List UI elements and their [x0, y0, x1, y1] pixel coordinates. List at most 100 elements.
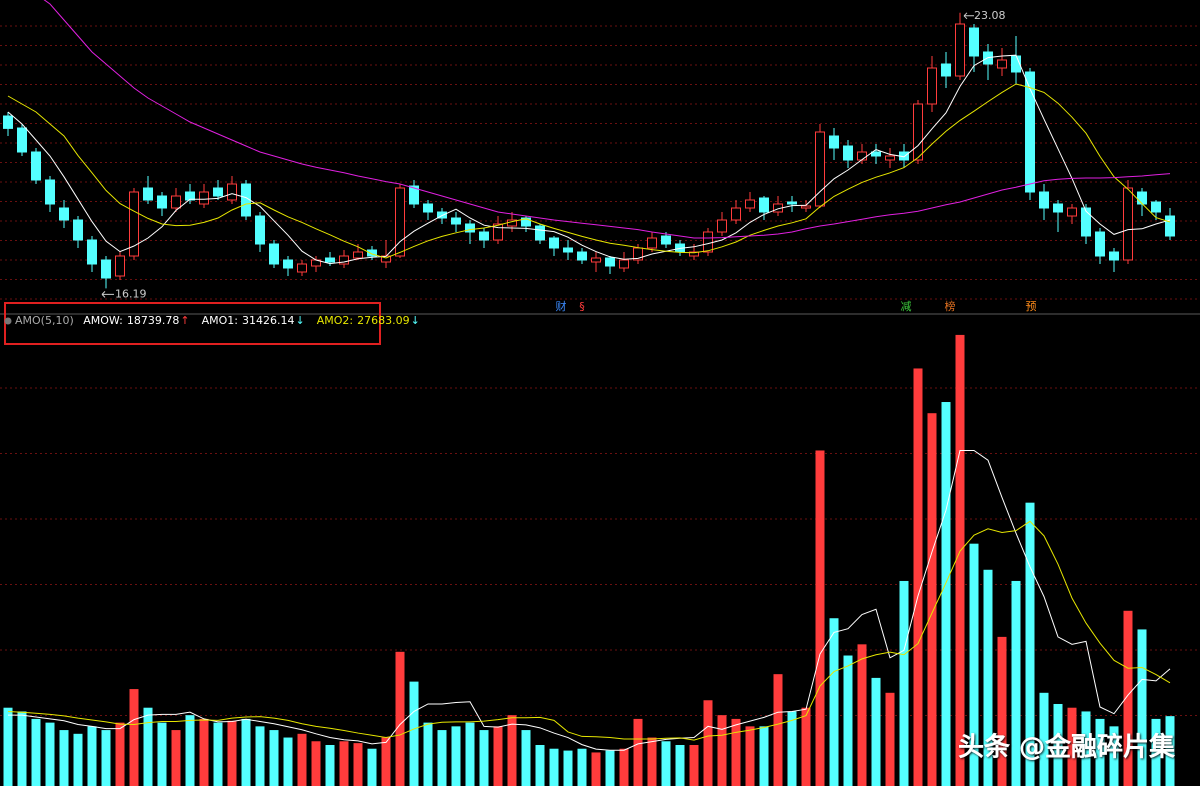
volume-bar [507, 715, 517, 786]
event-label: 减 [901, 300, 912, 313]
candle-body [325, 257, 335, 263]
candle-body [185, 191, 195, 201]
candle-body [213, 187, 223, 197]
candle-body [689, 251, 699, 257]
volume-bar [731, 718, 741, 786]
moving-average-line [7, 54, 1171, 265]
candle-body [31, 151, 41, 181]
candle-body [297, 263, 307, 273]
volume-bar [647, 737, 657, 786]
volume-bar [437, 730, 447, 786]
candle-body [1165, 215, 1175, 237]
volume-bar [1039, 692, 1049, 786]
volume-bar [171, 730, 181, 786]
candle-body [647, 237, 657, 249]
volume-bar [115, 722, 125, 786]
annotation-arrow [101, 291, 114, 298]
candle-body [199, 191, 209, 205]
volume-bar [619, 748, 629, 786]
volume-bar [157, 722, 167, 786]
volume-bar [1123, 610, 1133, 786]
volume-bar [3, 707, 13, 786]
volume-bar [675, 744, 685, 786]
candle-body [997, 59, 1007, 69]
volume-bar [59, 730, 69, 786]
volume-bar [857, 644, 867, 786]
legend-name: AMO1: [202, 314, 238, 327]
volume-bar [717, 715, 727, 786]
volume-bar [591, 752, 601, 786]
volume-bar [381, 737, 391, 786]
volume-bar [465, 722, 475, 786]
event-markers: 财 § 减 榜 预 23.08 16.19 [101, 9, 1037, 313]
candle-body [3, 115, 13, 129]
candle-body [563, 247, 573, 253]
volume-bar [395, 651, 405, 786]
volume-bar [535, 744, 545, 786]
candle-body [1039, 191, 1049, 209]
candle-body [1123, 187, 1133, 261]
volume-bar [759, 726, 769, 786]
candle-body [1053, 203, 1063, 213]
volume-bar [1053, 703, 1063, 786]
volume-bar [633, 718, 643, 786]
volume-bar [927, 413, 937, 786]
candle-body [339, 255, 349, 265]
volume-bar [815, 450, 825, 786]
candle-body [367, 249, 377, 257]
legend-value: 18739.78 [127, 314, 180, 327]
volume-bar [213, 722, 223, 786]
legend-name: AMO2: [317, 314, 353, 327]
volume-bar [1165, 716, 1175, 786]
volume-bar [1081, 711, 1091, 786]
candle-body [941, 63, 951, 77]
candle-body [437, 211, 447, 219]
candle-body [171, 195, 181, 209]
candle-body [787, 201, 797, 205]
volume-bar [689, 744, 699, 786]
candle-body [59, 207, 69, 221]
annotation-arrow [963, 12, 974, 20]
volume-bar [143, 707, 153, 786]
indicator-icon [4, 317, 12, 325]
moving-average-line [43, 0, 1171, 239]
highlight-box [4, 302, 381, 345]
volume-bar [1137, 629, 1147, 786]
candle-body [815, 131, 825, 207]
volume-bar [829, 618, 839, 786]
volume-bar [899, 580, 909, 786]
volume-bar [199, 718, 209, 786]
candle-body [829, 135, 839, 149]
volume-bar [185, 715, 195, 786]
candle-body [283, 259, 293, 269]
volume-bar [339, 741, 349, 786]
candle-body [619, 259, 629, 269]
price-panel [3, 0, 1175, 289]
volume-bar [311, 741, 321, 786]
volume-bar [801, 707, 811, 786]
candle-body [969, 27, 979, 57]
candle-body [17, 127, 27, 153]
candle-body [801, 205, 811, 209]
volume-bar [1151, 718, 1161, 786]
volume-bar [1011, 580, 1021, 786]
candle-body [871, 151, 881, 157]
legend-value: 31426.14 [242, 314, 295, 327]
volume-bar [913, 368, 923, 786]
event-label: 榜 [945, 299, 956, 313]
candle-body [227, 183, 237, 201]
volume-bar [17, 711, 27, 786]
volume-bar [269, 730, 279, 786]
candle-body [745, 199, 755, 209]
candle-body [269, 243, 279, 265]
volume-bar [45, 722, 55, 786]
volume-bar [297, 733, 307, 786]
volume-bar [101, 730, 111, 786]
candle-body [423, 203, 433, 213]
volume-bar [367, 748, 377, 786]
volume-bar [661, 741, 671, 786]
legend-arrow: ↓ [411, 314, 420, 327]
candle-body [451, 217, 461, 225]
volume-average-line [7, 520, 1171, 741]
